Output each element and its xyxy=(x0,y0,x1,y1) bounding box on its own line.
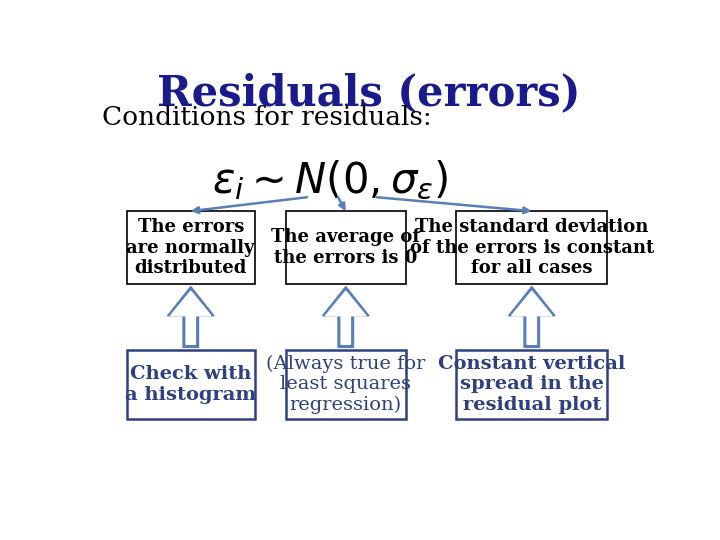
Polygon shape xyxy=(171,291,211,345)
Text: The errors
are normally
distributed: The errors are normally distributed xyxy=(127,218,255,278)
Polygon shape xyxy=(508,287,555,347)
Text: Check with
a histogram: Check with a histogram xyxy=(125,365,256,404)
Text: Residuals (errors): Residuals (errors) xyxy=(157,72,581,114)
Text: (Always true for
least squares
regression): (Always true for least squares regressio… xyxy=(266,354,426,414)
FancyBboxPatch shape xyxy=(286,211,406,284)
Polygon shape xyxy=(168,287,214,347)
Text: The standard deviation
of the errors is constant
for all cases: The standard deviation of the errors is … xyxy=(410,218,654,278)
FancyBboxPatch shape xyxy=(127,350,255,419)
Text: Constant vertical
spread in the
residual plot: Constant vertical spread in the residual… xyxy=(438,355,626,414)
FancyBboxPatch shape xyxy=(456,350,607,419)
Polygon shape xyxy=(323,287,369,347)
Text: $\varepsilon_i \sim N\left(0, \sigma_\varepsilon\right)$: $\varepsilon_i \sim N\left(0, \sigma_\va… xyxy=(212,159,449,202)
Text: The average of
the errors is 0: The average of the errors is 0 xyxy=(271,228,420,267)
FancyBboxPatch shape xyxy=(127,211,255,284)
FancyBboxPatch shape xyxy=(286,350,406,419)
Polygon shape xyxy=(325,291,366,345)
Polygon shape xyxy=(512,291,552,345)
FancyBboxPatch shape xyxy=(456,211,607,284)
Text: Conditions for residuals:: Conditions for residuals: xyxy=(102,105,431,130)
